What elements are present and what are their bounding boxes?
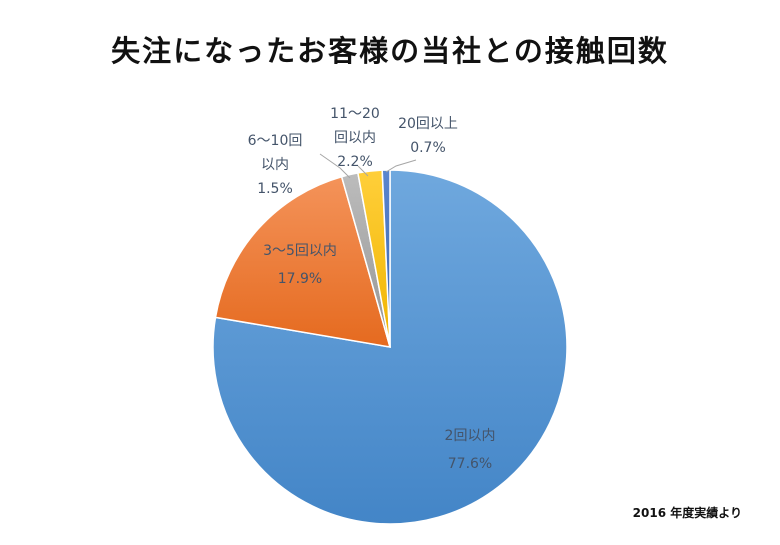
leader-line — [385, 159, 417, 173]
slice-value-label: 2.2% — [337, 154, 373, 170]
slice-value-label: 0.7% — [410, 140, 446, 156]
chart-title: 失注になったお客様の当社との接触回数 — [111, 34, 669, 68]
slice-label: 6〜10回以内 — [248, 133, 303, 173]
slice-label: 2回以内 — [445, 428, 496, 444]
pie-slice — [214, 175, 392, 348]
leader-line — [357, 165, 369, 177]
slice-value-label: 17.9% — [278, 271, 322, 287]
slice-label: 11〜20 回以内 — [330, 106, 380, 146]
slice-label: 20回以上 — [398, 116, 458, 132]
slice-label: 3〜5回以内 — [263, 243, 337, 259]
footnote: 2016 年度実績より — [632, 506, 742, 520]
slice-value-label: 77.6% — [448, 456, 492, 472]
slice-value-label: 1.5% — [257, 181, 293, 197]
leader-line — [319, 153, 351, 179]
